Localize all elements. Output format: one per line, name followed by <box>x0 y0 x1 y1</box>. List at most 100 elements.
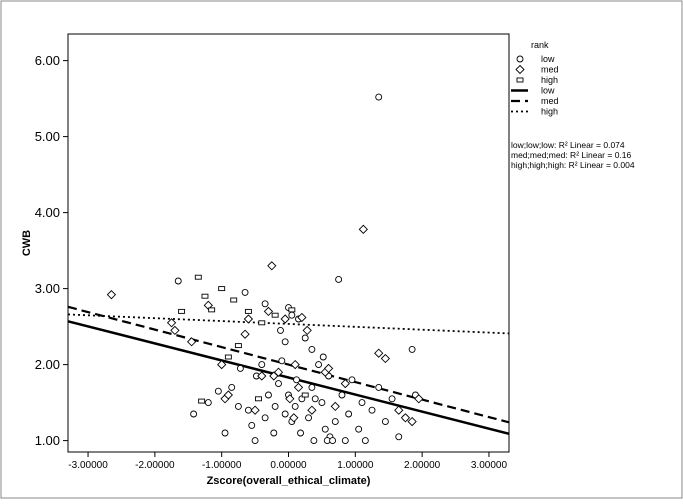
point-low <box>308 345 316 353</box>
x-axis: -3.00000 -2.00000 -1.00000 0.00000 1.00000 2.… <box>68 452 507 471</box>
point-med <box>223 390 234 400</box>
point-high <box>234 343 242 349</box>
point-med <box>380 353 391 364</box>
point-med <box>240 329 250 339</box>
point-low <box>338 391 346 399</box>
point-low <box>308 383 316 391</box>
point-low <box>251 437 259 445</box>
r2-note: high;high;high: R² Linear = 0.004 <box>511 160 635 170</box>
point-high <box>194 274 202 280</box>
point-high <box>224 354 232 360</box>
point-med <box>243 314 254 324</box>
point-low <box>234 402 242 410</box>
point-med <box>285 394 295 404</box>
point-low <box>381 418 389 426</box>
data-points <box>106 93 424 445</box>
point-low <box>261 300 269 308</box>
point-med <box>257 371 267 381</box>
point-low <box>310 437 318 445</box>
point-low <box>190 410 198 418</box>
r2-note: med;med;med: R² Linear = 0.16 <box>511 150 632 160</box>
point-low <box>288 311 296 319</box>
point-low <box>236 364 244 372</box>
point-med <box>297 312 307 323</box>
point-med <box>250 405 260 415</box>
point-low <box>329 437 337 445</box>
y-axis-title: CWB <box>21 230 33 256</box>
point-low <box>228 383 236 391</box>
point-low <box>321 425 329 433</box>
point-high <box>244 308 252 314</box>
point-med <box>166 318 177 328</box>
x-tick-label: -2.00000 <box>135 460 175 471</box>
point-high <box>288 307 296 313</box>
fit-line-med <box>67 305 510 424</box>
point-low <box>305 414 312 422</box>
point-low <box>301 334 309 342</box>
point-high <box>301 392 309 398</box>
legend-label-high: high <box>541 75 558 85</box>
point-low <box>408 345 416 353</box>
point-low <box>277 326 284 334</box>
point-high <box>208 307 216 313</box>
point-high <box>271 312 279 318</box>
point-low <box>318 399 326 407</box>
point-med <box>217 359 227 370</box>
point-med <box>358 224 368 234</box>
point-med <box>170 325 180 336</box>
point-med <box>280 314 290 324</box>
point-med <box>267 261 277 271</box>
point-med <box>394 405 404 415</box>
y-tick-label: 3.00 <box>35 281 60 296</box>
r2-note: low;low;low: R² Linear = 0.074 <box>511 140 625 150</box>
x-tick-label: -3.00000 <box>68 460 108 471</box>
legend-label-high: high <box>541 107 558 117</box>
point-low <box>375 383 383 391</box>
legend-marker-med <box>515 64 525 75</box>
point-high <box>258 320 266 326</box>
legend-marker-low <box>516 55 524 63</box>
point-low <box>291 402 299 410</box>
point-med <box>293 382 304 393</box>
point-low <box>261 414 269 422</box>
point-low <box>248 421 256 429</box>
point-med <box>263 306 274 317</box>
point-low <box>319 353 327 361</box>
point-med <box>323 363 334 374</box>
point-low <box>311 395 319 403</box>
y-axis: 1.00 2.00 3.00 4.00 5.00 6.00 <box>35 53 68 448</box>
fit-lines <box>67 305 510 435</box>
point-low <box>315 361 323 369</box>
point-med <box>273 367 284 377</box>
y-tick-label: 4.00 <box>35 205 60 220</box>
point-low <box>265 391 272 399</box>
x-tick-label: 2.00000 <box>404 460 441 471</box>
point-low <box>348 376 356 384</box>
point-med <box>414 394 424 404</box>
point-low <box>335 276 343 283</box>
legend-label-low: low <box>541 54 555 64</box>
point-low <box>358 399 366 407</box>
point-low <box>375 93 383 101</box>
point-med <box>290 359 300 370</box>
point-low <box>345 410 353 418</box>
point-med <box>374 348 384 358</box>
point-med <box>330 401 340 412</box>
fit-line-low <box>67 320 510 435</box>
point-low <box>388 395 396 403</box>
point-med <box>302 325 312 336</box>
point-low <box>361 437 369 445</box>
point-low <box>368 406 376 414</box>
x-tick-label: 0.00000 <box>270 460 307 471</box>
point-low <box>355 425 363 433</box>
legend-label-low: low <box>541 86 555 96</box>
legend-marker-high <box>516 77 524 83</box>
point-low <box>297 429 304 437</box>
legend-title: rank <box>531 40 549 50</box>
y-tick-label: 6.00 <box>35 53 60 68</box>
point-high <box>201 293 209 299</box>
x-tick-label: 3.00000 <box>471 460 508 471</box>
plot-area <box>67 33 510 453</box>
